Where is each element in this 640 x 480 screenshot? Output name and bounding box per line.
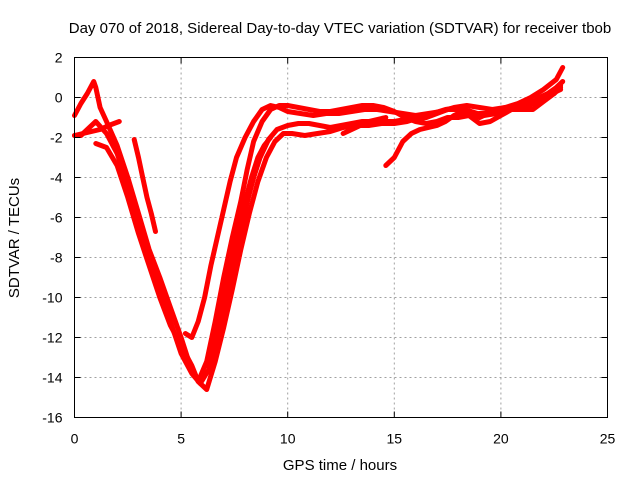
y-tick-label: -6 [50, 210, 63, 226]
y-tick-label: 2 [55, 50, 63, 66]
y-tick-label: -16 [42, 410, 62, 426]
plot-frame [74, 57, 608, 418]
series-line-track-3 [72, 119, 122, 138]
axis-ticks [74, 57, 608, 418]
y-tick-label: -12 [42, 330, 62, 346]
y-axis-label: SDTVAR / TECUs [6, 178, 23, 298]
y-tick-label: -4 [50, 170, 63, 186]
series-line-track-5 [131, 137, 158, 234]
chart-title: Day 070 of 2018, Sidereal Day-to-day VTE… [69, 20, 611, 37]
x-tick-label: 15 [387, 431, 403, 447]
y-tick-label: 0 [55, 90, 63, 106]
y-tick-label: -2 [50, 130, 63, 146]
x-tick-label: 0 [71, 431, 79, 447]
x-tick-label: 5 [177, 431, 185, 447]
y-tick-label: -14 [42, 370, 62, 386]
series-line-track-4 [93, 87, 564, 392]
y-tick-labels: -16 -14 -12 -10 -8 -6 -4 -2 0 2 [42, 50, 62, 426]
x-axis-label: GPS time / hours [283, 457, 397, 474]
x-tick-labels: 0 5 10 15 20 25 [71, 431, 616, 447]
x-tick-label: 25 [600, 431, 616, 447]
series-line-track-11 [340, 115, 389, 136]
y-tick-label: -10 [42, 290, 62, 306]
series-line-track-9 [221, 167, 259, 320]
series-line-track-10 [383, 79, 566, 168]
data-series [72, 65, 566, 392]
x-tick-label: 10 [280, 431, 296, 447]
grid-lines [74, 57, 608, 418]
x-tick-label: 20 [493, 431, 509, 447]
series-line-track-2 [72, 83, 564, 386]
y-tick-label: -8 [50, 250, 63, 266]
